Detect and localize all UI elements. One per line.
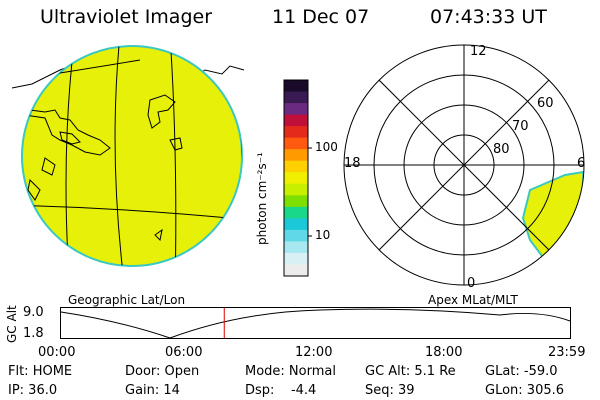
polar-plot: [343, 44, 585, 286]
altitude-ylabel: GC Alt: [5, 305, 19, 343]
time-label: 07:43:33 UT: [430, 6, 547, 28]
status-door: Door: Open: [125, 364, 200, 379]
x-tick-4: 23:59: [548, 345, 586, 360]
altitude-plot: [60, 307, 571, 339]
colorbar-tick-10: 10: [315, 228, 331, 242]
colorbar-segment: [284, 229, 308, 242]
x-tick-1: 06:00: [165, 345, 203, 360]
status-ip: IP: 36.0: [8, 383, 58, 398]
mlt-6: 6: [577, 156, 586, 171]
status-gc-alt: GC Alt: 5.1 Re: [365, 364, 456, 379]
colorbar-segment: [284, 252, 308, 265]
status-dsp: Dsp: -4.4: [245, 383, 317, 398]
left-map-label: Geographic Lat/Lon: [68, 293, 186, 307]
map-disk: [21, 45, 243, 267]
x-tick-0: 00:00: [38, 345, 76, 360]
colorbar-segment: [284, 160, 308, 173]
mlt-18: 18: [344, 156, 361, 171]
status-flt: Flt: HOME: [8, 364, 73, 379]
status-glon: GLon: 305.6: [485, 383, 565, 398]
colorbar-segment: [284, 172, 308, 185]
colorbar-segment: [284, 80, 308, 93]
x-tick-2: 12:00: [295, 345, 333, 360]
mlt-12: 12: [470, 44, 487, 59]
altitude-y-top: 9.0: [23, 305, 44, 320]
lat-80: 80: [493, 142, 510, 157]
colorbar-segment: [284, 264, 308, 277]
colorbar-unit-label: photon cm⁻²s⁻¹: [255, 152, 269, 245]
date-label: 11 Dec 07: [272, 6, 370, 28]
mlt-0: 0: [467, 276, 476, 291]
colorbar-segment: [284, 218, 308, 231]
colorbar-segment: [284, 103, 308, 116]
altitude-y-bottom: 1.8: [23, 326, 44, 341]
colorbar-segment: [284, 183, 308, 196]
lat-70: 70: [512, 119, 529, 134]
status-glat: GLat: -59.0: [485, 364, 558, 379]
status-gain: Gain: 14: [125, 383, 180, 398]
colorbar-segment: [284, 206, 308, 219]
colorbar-segment: [284, 126, 308, 139]
instrument-title: Ultraviolet Imager: [40, 6, 213, 28]
colorbar-segment: [284, 195, 308, 208]
colorbar-segment: [284, 137, 308, 150]
auroral-region: [521, 170, 584, 267]
colorbar-segment: [284, 114, 308, 127]
colorbar-segment: [284, 149, 308, 162]
colorbar: [283, 79, 312, 277]
geographic-map: [11, 45, 245, 267]
status-mode: Mode: Normal: [245, 364, 336, 379]
colorbar-tick-100: 100: [315, 140, 338, 154]
x-tick-3: 18:00: [425, 345, 463, 360]
status-seq: Seq: 39: [365, 383, 415, 398]
right-map-label: Apex MLat/MLT: [428, 293, 518, 307]
lat-60: 60: [537, 96, 554, 111]
colorbar-segment: [284, 241, 308, 254]
colorbar-segment: [284, 91, 308, 104]
